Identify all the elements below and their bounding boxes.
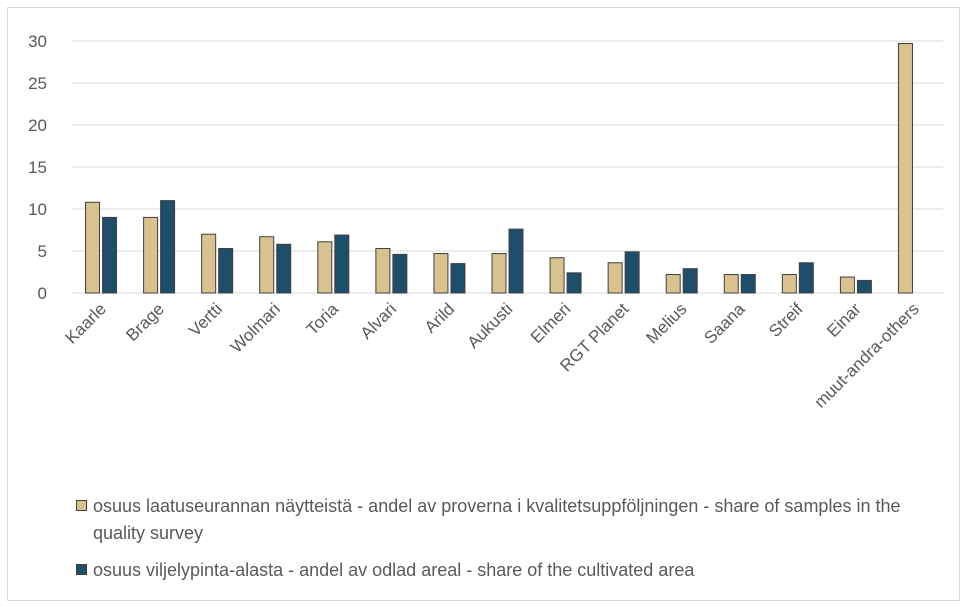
- y-tick-label: 15: [28, 158, 47, 177]
- bar-series-2-saana: [740, 274, 756, 294]
- x-tick-label: Saana: [700, 299, 749, 348]
- bar-series-2-arild: [450, 263, 466, 294]
- legend: osuus laatuseurannan näytteistä - andel …: [76, 493, 936, 584]
- y-tick-label: 20: [28, 116, 47, 135]
- bar-series-2-kaarle: [102, 216, 118, 294]
- bar-series-1-wolmari: [259, 236, 275, 294]
- x-tick-label: Aukusti: [463, 299, 516, 352]
- y-tick-label: 25: [28, 74, 47, 93]
- legend-swatch-series-1: [76, 500, 87, 511]
- bar-series-2-vertti: [218, 247, 234, 294]
- x-tick-label: Arild: [421, 299, 458, 336]
- bar-series-2-melius: [682, 268, 698, 294]
- legend-label-series-2: osuus viljelypinta-alasta - andel av odl…: [93, 560, 695, 580]
- y-tick-label: 0: [38, 284, 47, 303]
- x-tick-label: Elmeri: [527, 299, 574, 346]
- x-tick-label: Einar: [823, 299, 865, 341]
- x-tick-label: Toria: [303, 299, 343, 339]
- y-tick-label: 30: [28, 32, 47, 51]
- bar-series-1-melius: [665, 274, 681, 294]
- bar-series-1-streif: [781, 274, 797, 294]
- bar-series-2-wolmari: [276, 243, 292, 294]
- bar-series-2-alvari: [392, 253, 408, 294]
- bar-series-1-arild: [433, 253, 449, 294]
- bar-series-2-brage: [160, 200, 176, 294]
- bar-series-1-vertti: [201, 233, 217, 294]
- x-tick-label: muut-andra-others: [810, 299, 922, 411]
- x-tick-label: Wolmari: [227, 299, 284, 356]
- x-tick-label: Kaarle: [62, 299, 110, 347]
- x-tick-label: Streif: [765, 299, 807, 341]
- bar-series-1-toria: [317, 241, 333, 294]
- legend-swatch-series-2: [76, 564, 87, 575]
- bar-series-1-brage: [143, 216, 159, 294]
- bar-series-1-rgt-planet: [607, 262, 623, 294]
- bar-series-1-einar: [839, 276, 855, 294]
- x-tick-label: Brage: [122, 299, 168, 345]
- legend-entry-series-1: osuus laatuseurannan näytteistä - andel …: [76, 493, 936, 547]
- bar-series-1-alvari: [375, 247, 391, 294]
- legend-label-series-1: osuus laatuseurannan näytteistä - andel …: [93, 496, 901, 543]
- x-tick-label: Vertti: [185, 299, 226, 340]
- bar-series-2-rgt-planet: [624, 251, 640, 294]
- bar-series-1-elmeri: [549, 257, 565, 294]
- bar-series-1-aukusti: [491, 253, 507, 294]
- bar-series-2-aukusti: [508, 228, 524, 294]
- chart-frame: [7, 7, 960, 601]
- y-tick-label: 5: [38, 242, 47, 261]
- x-tick-label: Melius: [642, 299, 690, 347]
- bar-series-1-saana: [723, 274, 739, 294]
- legend-entry-series-2: osuus viljelypinta-alasta - andel av odl…: [76, 557, 936, 584]
- bar-series-1-kaarle: [85, 201, 101, 294]
- bar-series-1-muut-andra-others: [897, 43, 913, 294]
- x-tick-label: Alvari: [357, 299, 400, 342]
- bar-series-2-toria: [334, 234, 350, 294]
- y-tick-label: 10: [28, 200, 47, 219]
- bar-series-2-elmeri: [566, 272, 582, 294]
- bar-series-2-streif: [798, 262, 814, 294]
- bar-series-2-einar: [856, 279, 872, 294]
